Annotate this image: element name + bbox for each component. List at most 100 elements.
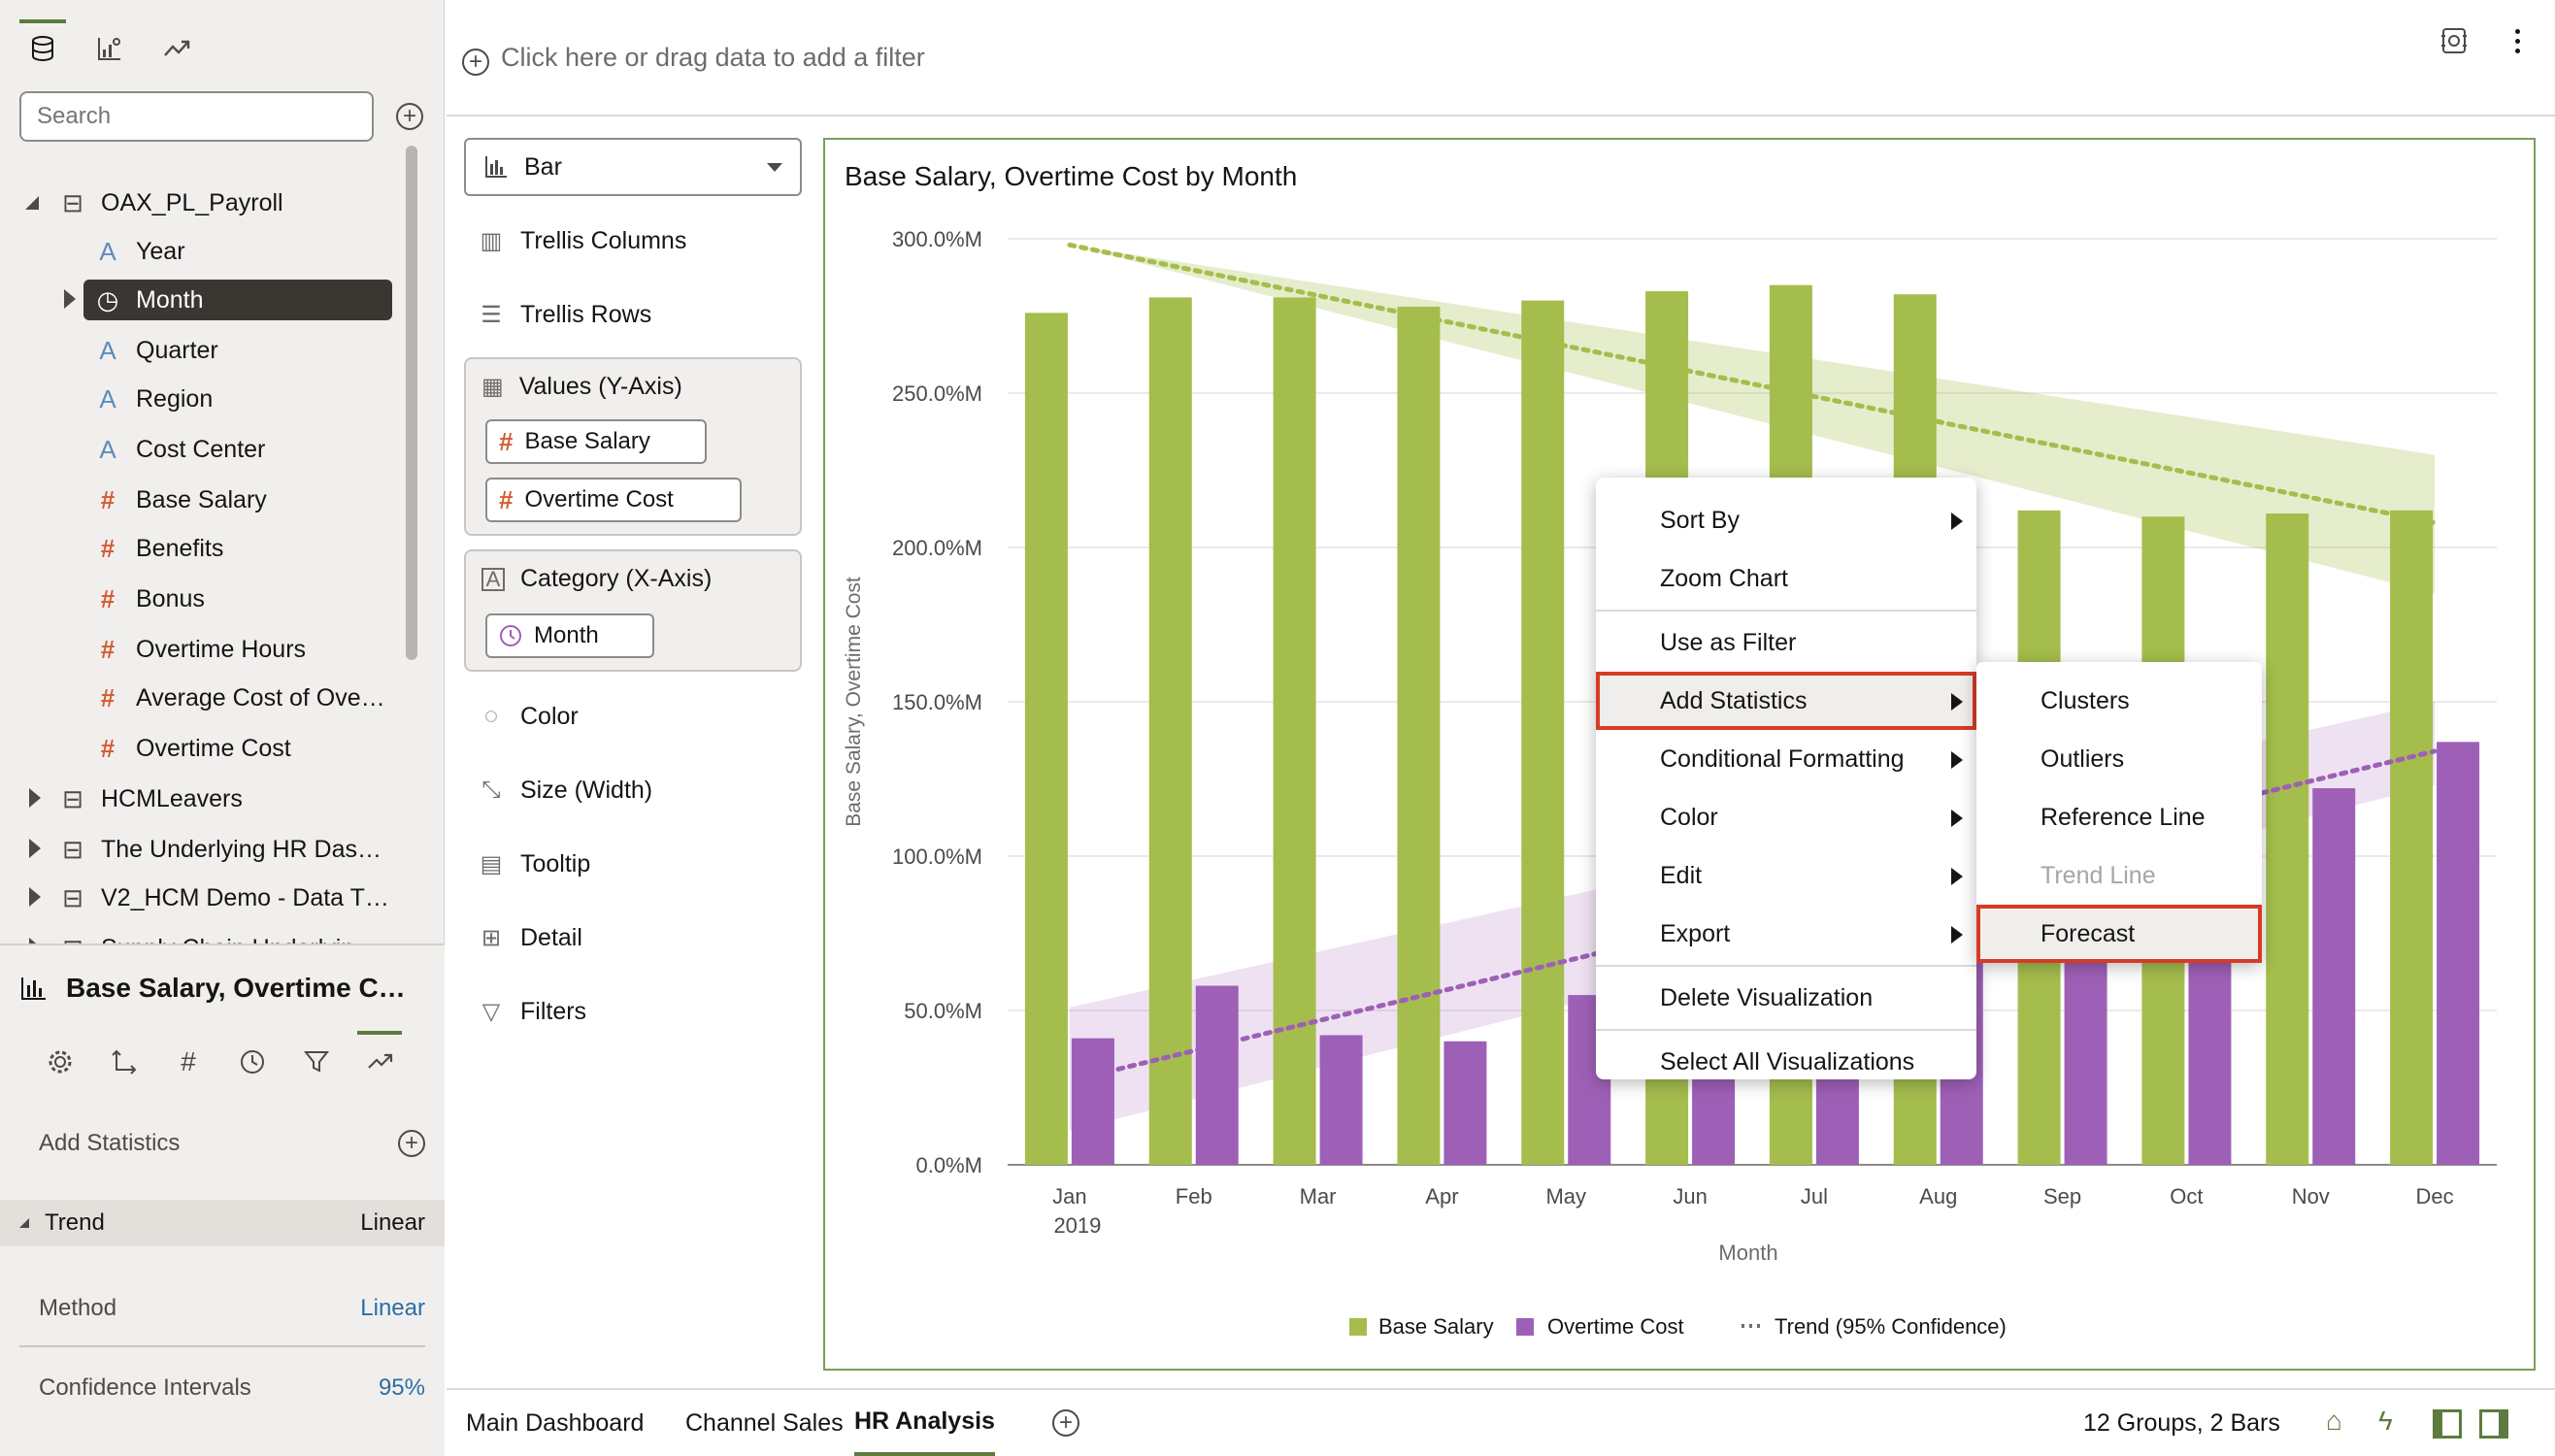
menu-item-use-as-filter[interactable]: Use as Filter [1596, 613, 1976, 672]
bar-base-salary [2266, 513, 2309, 1165]
ci-value[interactable]: 95% [378, 1374, 425, 1401]
month-pill[interactable]: Month [485, 613, 654, 658]
expand-triangle-icon[interactable] [29, 788, 41, 808]
column-item[interactable]: # Bonus [93, 579, 205, 619]
filter-bar[interactable]: + Click here or drag data to add a filte… [447, 0, 2555, 116]
tab-main-dashboard[interactable]: Main Dashboard [466, 1390, 644, 1456]
date-time-tab[interactable] [235, 1044, 270, 1079]
bar-overtime-cost [1071, 1038, 1114, 1165]
dataset-item[interactable]: ⊟ OAX_PL_Payroll [58, 182, 283, 223]
menu-item-select-all-visualizations[interactable]: Select All Visualizations [1596, 1033, 1976, 1091]
overtime-cost-pill[interactable]: # Overtime Cost [485, 478, 742, 522]
attribute-icon: A [99, 434, 116, 464]
expand-triangle-icon[interactable] [29, 887, 41, 907]
auto-apply-button[interactable] [2435, 21, 2473, 60]
menu-item-zoom-chart[interactable]: Zoom Chart [1596, 549, 1976, 608]
base-salary-trend-line [1067, 242, 2438, 526]
viz-type-select[interactable]: Bar [464, 138, 802, 196]
tree-scrollbar[interactable] [406, 146, 417, 660]
submenu-item-label: Outliers [2041, 745, 2125, 773]
axis-tab[interactable] [107, 1044, 142, 1079]
analytics-tab[interactable] [157, 29, 196, 68]
menu-item-delete-visualization[interactable]: Delete Visualization [1596, 969, 1976, 1027]
filters-tab[interactable] [299, 1044, 334, 1079]
tree-item-label: HCMLeavers [101, 784, 243, 812]
trend-section-header[interactable]: Trend Linear [0, 1200, 445, 1246]
menu-item-conditional-formatting[interactable]: Conditional Formatting [1596, 730, 1976, 788]
menu-item-sort-by[interactable]: Sort By [1596, 491, 1976, 549]
submenu-item-outliers[interactable]: Outliers [1976, 730, 2262, 788]
trellis-columns-row[interactable]: ▥ Trellis Columns [476, 212, 813, 270]
menu-item-export[interactable]: Export [1596, 905, 1976, 963]
method-value[interactable]: Linear [360, 1295, 425, 1321]
right-panel-toggle-icon[interactable] [2479, 1409, 2508, 1439]
size-row[interactable]: ⤡ Size (Width) [476, 761, 813, 819]
submenu-item-label: Trend Line [2041, 861, 2156, 889]
hash-icon: # [181, 1046, 196, 1076]
expand-triangle-icon[interactable] [29, 839, 41, 858]
dataset-item[interactable]: ⊟ V2_HCM Demo - Data T… [58, 877, 389, 918]
color-row[interactable]: ◌ Color [476, 687, 813, 745]
add-statistics-icon[interactable]: + [398, 1130, 425, 1157]
trellis-rows-row[interactable]: ☰ Trellis Rows [476, 285, 813, 344]
menu-item-add-statistics[interactable]: Add Statistics [1596, 672, 1976, 730]
legend-label: Base Salary [1378, 1314, 1494, 1339]
left-panel-toggle-icon[interactable] [2433, 1409, 2462, 1439]
tab-channel-sales[interactable]: Channel Sales [685, 1390, 844, 1456]
pill-label: Overtime Cost [524, 486, 674, 513]
expand-triangle-icon[interactable] [64, 289, 76, 309]
column-item[interactable]: A Year [93, 231, 185, 272]
detail-label: Detail [520, 923, 582, 951]
collapse-triangle-icon[interactable] [25, 196, 39, 210]
column-item[interactable]: A Region [93, 379, 213, 419]
add-filter-icon[interactable]: + [462, 49, 489, 76]
visualizations-tab[interactable] [89, 29, 128, 68]
add-data-icon[interactable]: + [396, 103, 423, 130]
y-tick-label: 150.0%M [892, 690, 982, 714]
dataset-item[interactable]: ⊟ The Underlying HR Das… [58, 829, 382, 870]
more-options-icon[interactable] [2503, 21, 2532, 60]
active-tab-indicator [19, 19, 66, 23]
column-item[interactable]: # Overtime Cost [93, 728, 291, 769]
column-item[interactable]: A Quarter [93, 330, 217, 371]
column-item[interactable]: # Average Cost of Ove… [93, 678, 385, 718]
tab-hr-analysis[interactable]: HR Analysis [854, 1390, 995, 1456]
analytics-prop-tab[interactable] [363, 1044, 398, 1079]
search-input[interactable] [19, 91, 374, 142]
data-tab[interactable] [23, 29, 62, 68]
grid-icon: ▦ [481, 374, 504, 400]
base-salary-pill[interactable]: # Base Salary [485, 419, 707, 464]
add-canvas-icon[interactable]: + [1052, 1409, 1079, 1437]
tree-item-label: Year [136, 237, 185, 265]
submenu-item-forecast[interactable]: Forecast [1976, 905, 2262, 963]
confidence-intervals-row: Confidence Intervals 95% [0, 1349, 445, 1427]
bar-base-salary [1397, 306, 1441, 1165]
category-drop-zone[interactable]: A Category (X-Axis) Month [464, 549, 802, 672]
menu-item-edit[interactable]: Edit [1596, 846, 1976, 905]
trellis-rows-label: Trellis Rows [520, 300, 652, 328]
grammar-panel [447, 116, 812, 1388]
menu-item-color[interactable]: Color [1596, 788, 1976, 846]
lightning-icon[interactable]: ϟ [2378, 1406, 2393, 1436]
column-item[interactable]: ◷ Month [83, 280, 392, 320]
column-item[interactable]: # Benefits [93, 528, 224, 569]
gear-icon [49, 1050, 72, 1074]
attribute-icon: A [99, 335, 116, 365]
detail-row[interactable]: ⊞ Detail [476, 909, 813, 967]
add-statistics-row[interactable]: Add Statistics + [0, 1105, 445, 1182]
values-drop-zone[interactable]: ▦ Values (Y-Axis) # Base Salary # Overtime… [464, 357, 802, 536]
values-tab[interactable]: # [171, 1044, 206, 1079]
menu-item-label: Zoom Chart [1660, 564, 1788, 592]
submenu-item-reference-line[interactable]: Reference Line [1976, 788, 2262, 846]
dataset-item[interactable]: ⊟ HCMLeavers [58, 778, 243, 819]
general-tab[interactable] [43, 1044, 78, 1079]
tooltip-row[interactable]: ▤ Tooltip [476, 835, 813, 893]
filters-row[interactable]: ▽ Filters [476, 982, 813, 1041]
viz-type-value: Bar [524, 152, 562, 181]
column-item[interactable]: A Cost Center [93, 429, 265, 470]
column-item[interactable]: # Base Salary [93, 480, 267, 520]
submenu-item-clusters[interactable]: Clusters [1976, 672, 2262, 730]
column-item[interactable]: # Overtime Hours [93, 629, 306, 670]
tree-item-label: Cost Center [136, 435, 266, 463]
brush-icon[interactable]: ⌂ [2326, 1406, 2342, 1436]
